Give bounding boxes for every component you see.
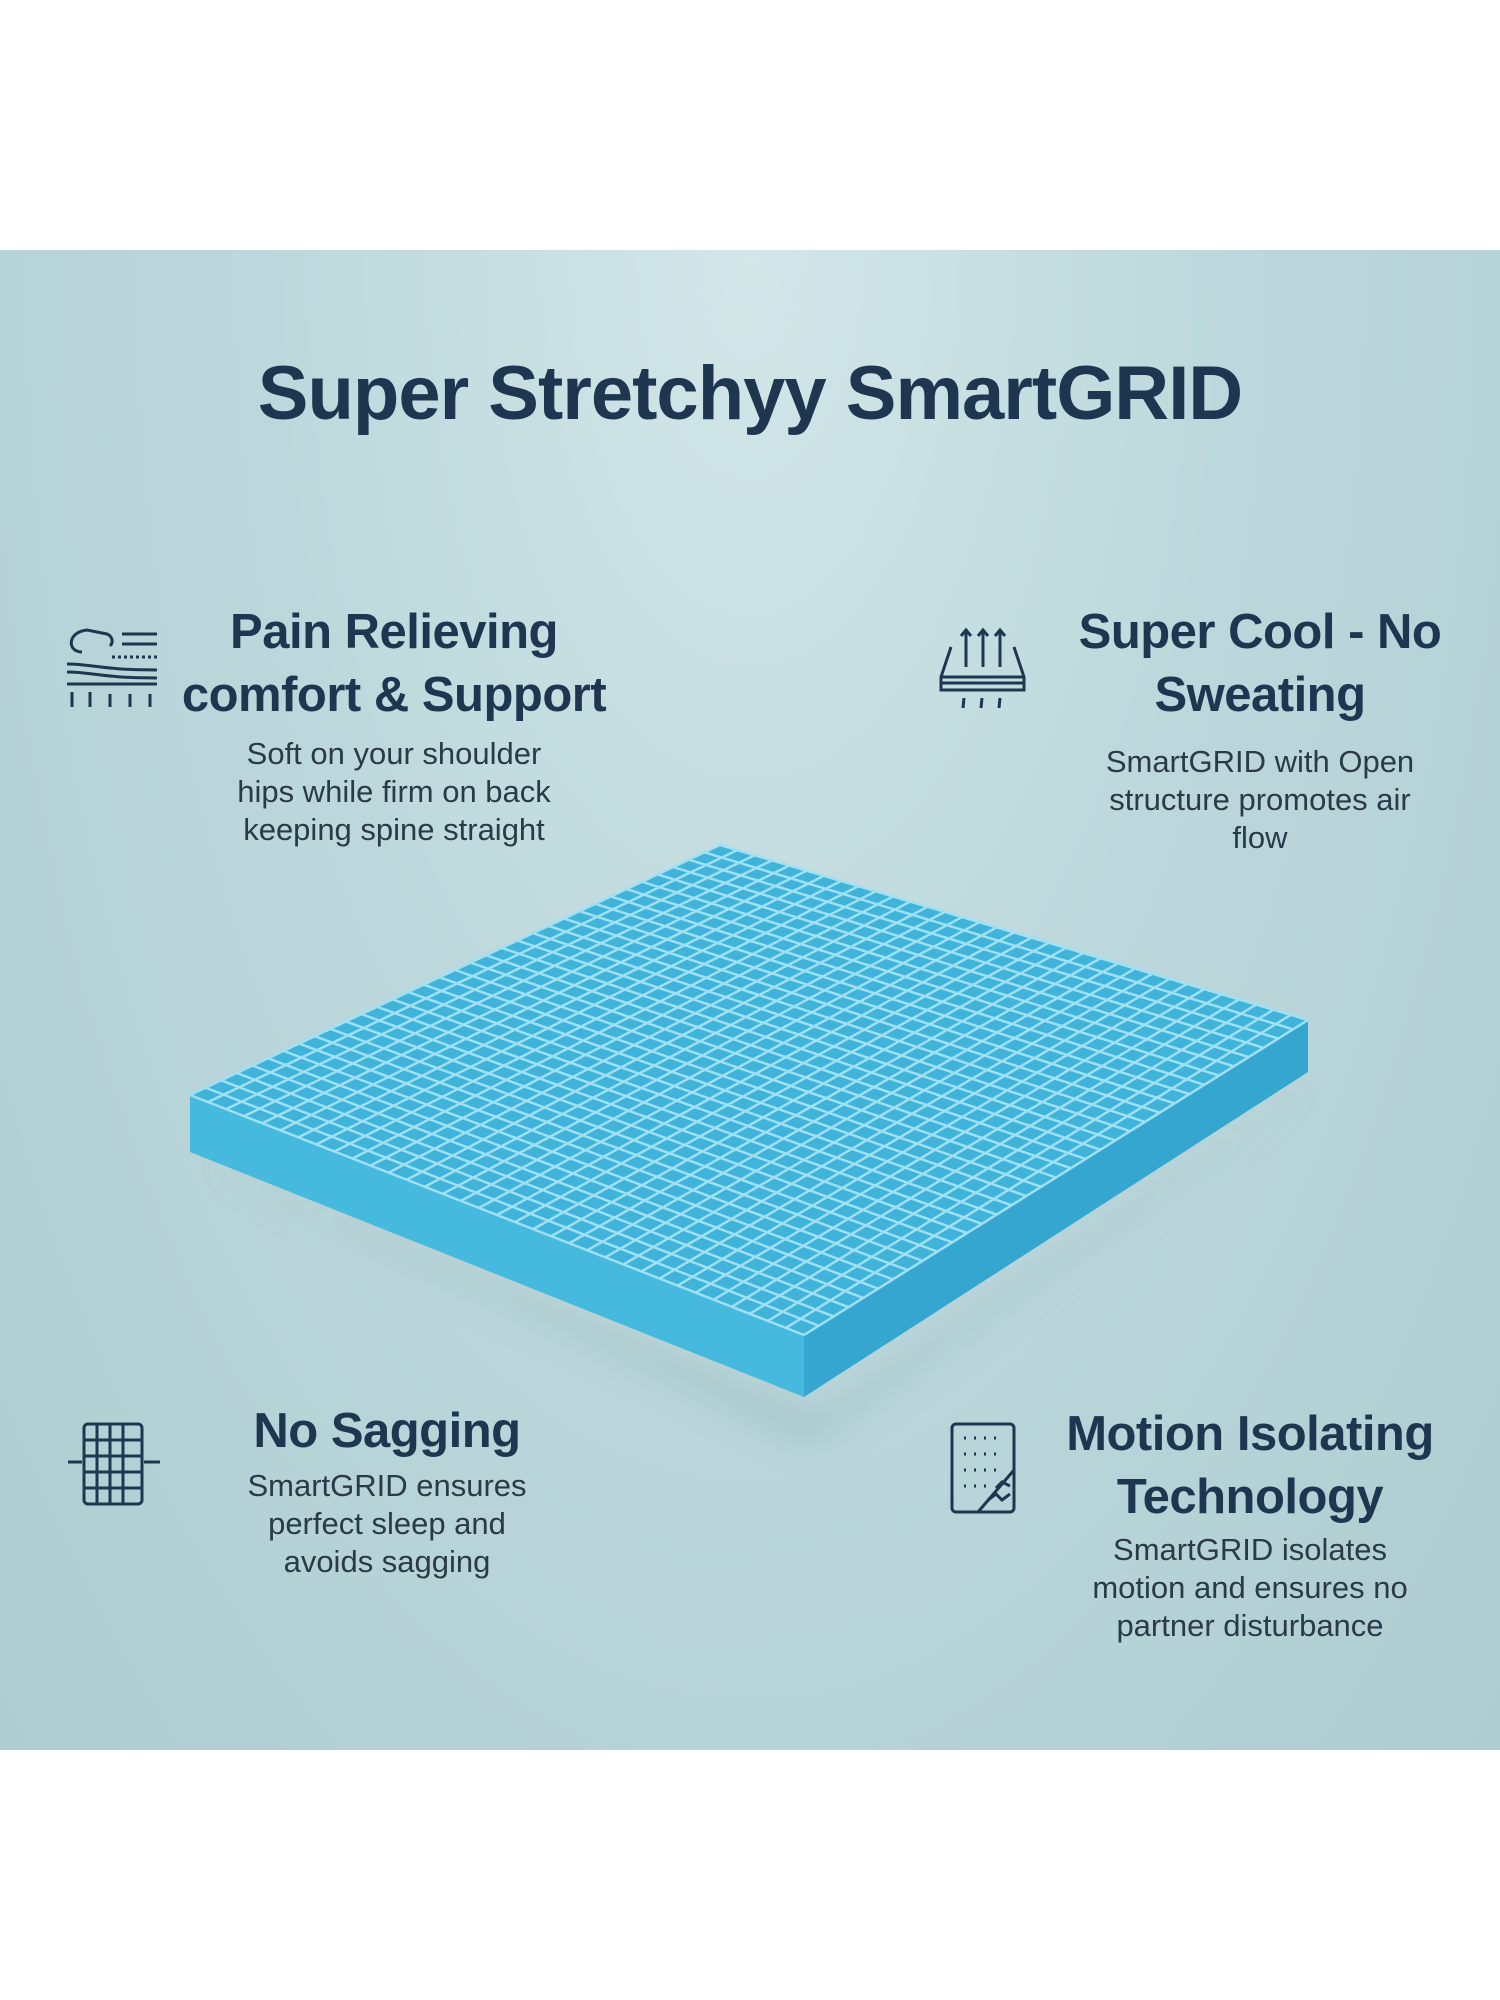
grid-line [719, 843, 1309, 1022]
grid-line [470, 961, 1072, 1170]
grid-line [713, 993, 1223, 1301]
grid-line [767, 1008, 1275, 1322]
page-title: Super Stretchyy SmartGRID [257, 351, 1243, 436]
pillow-support-arrows-icon [66, 628, 158, 707]
grid-line [731, 998, 1240, 1308]
grid-line [640, 972, 1153, 1273]
body-line: avoids sagging [283, 1544, 491, 1579]
grid-line [695, 988, 1205, 1294]
feature-body: SmartGRID isolates motion and ensures no p… [1000, 1531, 1500, 1645]
feature-heading: No Sagging [137, 1400, 637, 1463]
heading-line: comfort & Support [181, 668, 607, 722]
grid-line [579, 909, 1175, 1105]
grid-line [704, 851, 1294, 1031]
body-line: keeping spine straight [243, 812, 545, 847]
feature-body: Soft on your shoulder hips while firm on … [144, 735, 644, 849]
grid-line [514, 936, 1032, 1224]
grid-line [672, 865, 1264, 1049]
grid-mattress-icon [68, 1422, 160, 1506]
grid-line [532, 932, 1131, 1133]
feature-no-sagging: No Sagging SmartGRID ensures perfect slee… [137, 1400, 637, 1581]
heading-line: Super Cool - No [1078, 605, 1442, 659]
mattress-airflow-icon [939, 627, 1026, 709]
grid-line [586, 957, 1102, 1252]
body-line: hips while firm on back [237, 774, 551, 809]
grid-line [658, 977, 1171, 1280]
grid-line [657, 873, 1250, 1059]
feature-heading: Super Cool - No Sweating [1010, 601, 1500, 727]
body-line: SmartGRID isolates [1113, 1532, 1387, 1567]
grid-line [496, 931, 1015, 1217]
feature-motion-isolating: Motion Isolating Technology SmartGRID iso… [1000, 1403, 1500, 1645]
grid-line [516, 939, 1116, 1142]
body-line: SmartGRID ensures [247, 1468, 527, 1503]
body-line: perfect sleep and [268, 1506, 506, 1541]
heading-line: Motion Isolating [1066, 1407, 1434, 1461]
feature-heading: Pain Relieving comfort & Support [144, 601, 644, 727]
feature-super-cool: Super Cool - No Sweating SmartGRID with O… [1010, 601, 1500, 857]
feature-body: SmartGRID ensures perfect sleep and avoids… [137, 1467, 637, 1581]
body-line: flow [1232, 820, 1288, 855]
grid-line [610, 895, 1205, 1087]
body-line: motion and ensures no [1092, 1570, 1408, 1605]
grid-line [785, 1013, 1292, 1330]
heading-line: Sweating [1154, 668, 1366, 722]
grid-line [548, 924, 1146, 1124]
feature-pain-relieving: Pain Relieving comfort & Support Soft on … [144, 601, 644, 849]
body-line: partner disturbance [1116, 1608, 1384, 1643]
grid-line [641, 880, 1235, 1068]
grid-left-side [190, 1095, 804, 1397]
grid-line [485, 954, 1087, 1161]
heading-line: Technology [1116, 1470, 1384, 1524]
feature-body: SmartGRID with Open structure promotes ai… [1010, 743, 1500, 857]
heading-line: Pain Relieving [230, 605, 558, 659]
grid-line [676, 982, 1188, 1287]
body-line: Soft on your shoulder [246, 736, 542, 771]
grid-line [622, 967, 1136, 1266]
motion-isolation-icon [950, 1422, 1016, 1514]
grid-cells [189, 843, 1309, 1337]
grid-line [532, 941, 1050, 1231]
grid-line [688, 858, 1279, 1040]
grid-line [568, 951, 1084, 1245]
feature-heading: Motion Isolating Technology [1000, 1403, 1500, 1529]
body-line: structure promotes air [1109, 782, 1411, 817]
heading-line: No Sagging [253, 1404, 521, 1458]
grid-line [550, 946, 1067, 1238]
grid-line [604, 962, 1119, 1259]
grid-line [803, 1018, 1309, 1337]
grid-line [749, 1003, 1257, 1315]
grid-line [563, 917, 1161, 1114]
grid-shadow [200, 1080, 1320, 1440]
grid-line [594, 902, 1190, 1096]
grid-line [501, 946, 1101, 1151]
body-line: SmartGRID with Open [1105, 744, 1415, 779]
grid-line [626, 887, 1220, 1077]
grid-right-side [804, 1020, 1308, 1397]
